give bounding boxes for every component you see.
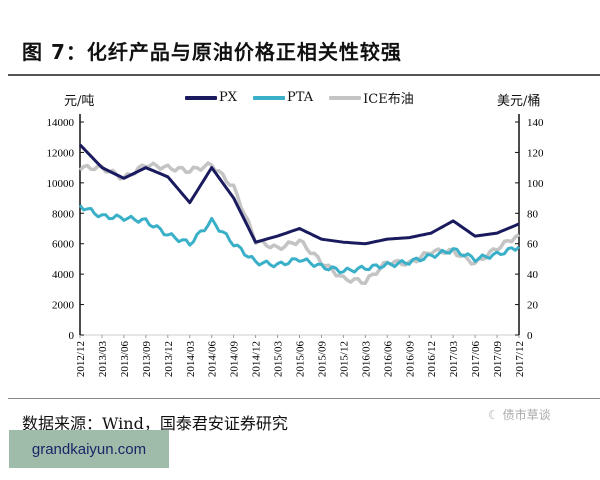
left-tick-label: 10000 (47, 178, 75, 190)
legend-label-px: PX (219, 90, 238, 105)
left-tick-label: 8000 (52, 208, 75, 220)
x-axis-ticks: 2012/12 2013/03 2013/06 2013/09 2013/12 2014/… (75, 335, 526, 377)
figure-title: 图 7：化纤产品与原油价格正相关性较强 (22, 40, 402, 64)
legend-item-pta: PTA (253, 90, 313, 105)
x-tick-label: 2012/12 (75, 341, 87, 377)
legend-label-pta: PTA (287, 90, 314, 105)
x-tick-label: 2016/12 (426, 341, 438, 377)
left-tick-label: 12000 (47, 147, 75, 159)
right-axis-unit: 美元/桶 (497, 94, 541, 109)
watermark: ☾ 债市草谈 (488, 406, 551, 423)
x-tick-label: 2014/06 (207, 341, 219, 378)
x-tick-label: 2016/06 (382, 341, 394, 378)
legend-swatch-brent (329, 95, 362, 100)
series-line-pta (78, 204, 521, 275)
series-line-px (78, 143, 520, 246)
x-tick-label: 2013/09 (141, 341, 153, 378)
right-tick-label: 40 (527, 269, 539, 281)
x-tick-label: 2013/06 (119, 341, 131, 378)
x-tick-label: 2015/06 (295, 341, 307, 378)
x-tick-label: 2016/09 (404, 341, 416, 378)
x-tick-label: 2014/12 (251, 341, 263, 377)
right-tick-label: 100 (527, 178, 544, 190)
right-tick-label: 0 (527, 330, 533, 342)
right-tick-label: 60 (527, 239, 539, 251)
legend-item-brent: ICE布油 (329, 88, 414, 107)
axes-frame (79, 114, 520, 336)
site-badge[interactable]: grandkaiyun.com (9, 430, 169, 468)
watermark-text: 债市草谈 (502, 408, 551, 422)
x-tick-label: 2017/09 (492, 341, 504, 378)
left-tick-label: 6000 (52, 239, 75, 251)
data-source: 数据来源：Wind，国泰君安证券研究 (22, 414, 288, 433)
right-tick-label: 80 (527, 208, 539, 220)
legend-item-px: PX (185, 90, 237, 105)
x-tick-label: 2015/12 (338, 341, 350, 377)
x-tick-label: 2017/06 (470, 341, 482, 378)
bottom-rule (8, 398, 600, 399)
x-tick-label: 2014/09 (229, 341, 241, 378)
series-line-brent (78, 161, 520, 286)
left-tick-label: 4000 (52, 269, 75, 281)
legend-label-brent: ICE布油 (363, 92, 414, 107)
right-tick-label: 120 (527, 147, 544, 159)
x-tick-label: 2013/03 (97, 341, 109, 378)
x-tick-label: 2017/12 (514, 341, 526, 377)
right-tick-label: 140 (527, 117, 544, 129)
left-tick-label: 0 (69, 330, 75, 342)
x-tick-label: 2015/03 (273, 341, 285, 378)
x-tick-label: 2014/03 (185, 341, 197, 378)
left-tick-label: 14000 (47, 117, 75, 129)
wechat-icon: ☾ (488, 408, 503, 422)
x-tick-label: 2015/09 (316, 341, 328, 378)
chart-legend: PX PTA ICE布油 (185, 88, 430, 107)
left-y-axis-ticks: 14000 12000 10000 8000 6000 4000 2000 0 (47, 117, 84, 342)
site-badge-text: grandkaiyun.com (31, 440, 147, 458)
series-lines (78, 143, 521, 286)
right-tick-label: 20 (527, 300, 539, 312)
x-tick-label: 2016/03 (360, 341, 372, 378)
top-rule (8, 74, 600, 76)
x-tick-label: 2017/03 (448, 341, 460, 378)
right-y-axis-ticks: 140 120 100 80 60 40 20 0 (515, 117, 544, 342)
legend-swatch-px (185, 95, 217, 100)
legend-swatch-pta (253, 95, 286, 100)
left-tick-label: 2000 (52, 300, 75, 312)
left-axis-unit: 元/吨 (64, 94, 95, 109)
x-tick-label: 2013/12 (163, 341, 175, 377)
